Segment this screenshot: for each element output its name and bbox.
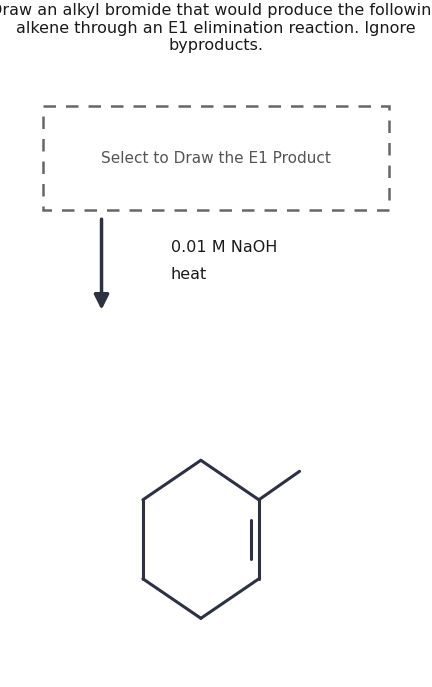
Text: 0.01 M NaOH: 0.01 M NaOH (171, 240, 277, 255)
Text: heat: heat (171, 267, 207, 282)
Bar (43, 106, 389, 210)
Text: Select to Draw the E1 Product: Select to Draw the E1 Product (101, 150, 331, 166)
Text: Draw an alkyl bromide that would produce the following
alkene through an E1 elim: Draw an alkyl bromide that would produce… (0, 3, 432, 53)
